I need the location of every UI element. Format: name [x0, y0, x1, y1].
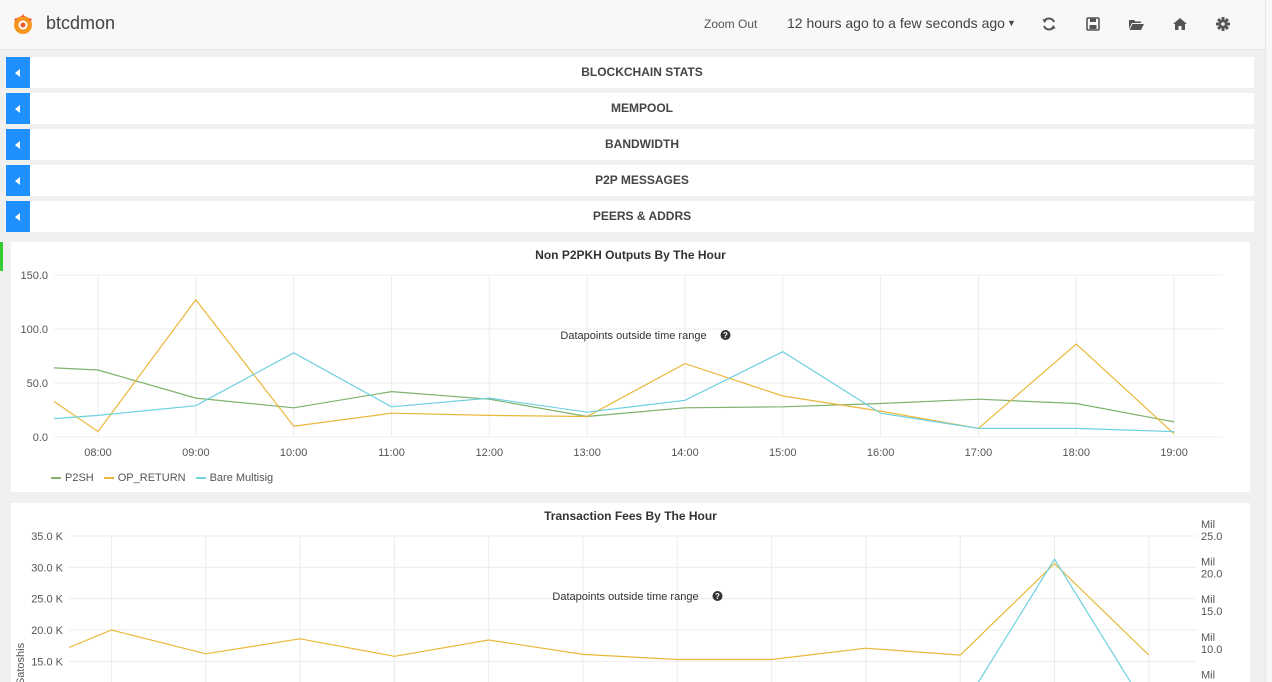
x-tick-label: 10:00 [280, 447, 308, 459]
legend-swatch [103, 477, 114, 479]
row-bandwidth[interactable]: BANDWIDTH [6, 129, 1254, 160]
row-title: MEMPOOL [611, 101, 673, 115]
y-tick-label: 150.0 [20, 270, 48, 282]
help-circle-icon-glyph: ? [715, 592, 720, 601]
gear-icon[interactable] [1214, 15, 1232, 33]
y-tick-label: 35.0 K [31, 531, 63, 543]
series-line-bare-multisig [53, 351, 1175, 433]
row-peers-addrs[interactable]: PEERS & ADDRS [6, 201, 1254, 232]
legend-swatch [195, 477, 206, 479]
row-title: BLOCKCHAIN STATS [581, 65, 703, 79]
legend-label: Bare Multisig [209, 472, 274, 484]
panel-title[interactable]: Transaction Fees By The Hour [544, 509, 717, 523]
series-line-p2sh [53, 367, 1175, 423]
refresh-icon[interactable] [1040, 15, 1058, 33]
caret-down-icon: ▼ [1006, 18, 1016, 28]
x-tick-label: 14:00 [671, 447, 699, 459]
home-icon[interactable] [1171, 15, 1189, 33]
y2-tick-unit: Mil [1201, 519, 1215, 531]
row-drag-marker[interactable] [0, 242, 3, 271]
y-tick-label: 30.0 K [31, 562, 63, 574]
top-navbar: btcdmon Zoom Out 12 hours ago to a few s… [0, 0, 1272, 50]
legend-item-op-return[interactable]: OP_RETURN [103, 472, 186, 484]
x-tick-label: 17:00 [965, 447, 993, 459]
y-tick-label: 50.0 [27, 378, 48, 390]
help-circle-icon [712, 591, 723, 601]
panel-transaction-fees[interactable]: 35.0 K30.0 K25.0 K20.0 K15.0 K10.0 K25.0… [11, 503, 1250, 682]
folder-open-icon[interactable] [1127, 15, 1145, 33]
y2-tick-unit: Mil [1201, 632, 1215, 644]
time-range-picker[interactable]: 12 hours ago to a few seconds ago ▼ [787, 15, 1016, 31]
datapoints-warning: Datapoints outside time range [552, 591, 698, 603]
y-tick-label: 20.0 K [31, 625, 63, 637]
row-expand-toggle[interactable] [6, 93, 30, 124]
y2-tick-value: 10.0 [1201, 644, 1222, 656]
x-tick-label: 13:00 [573, 447, 601, 459]
y-tick-label: 0.0 [33, 432, 48, 444]
y-tick-label: 25.0 K [31, 594, 63, 606]
grafana-logo-icon[interactable] [11, 13, 35, 37]
x-tick-label: 09:00 [182, 447, 210, 459]
row-mempool[interactable]: MEMPOOL [6, 93, 1254, 124]
row-expand-toggle[interactable] [6, 57, 30, 88]
y2-tick-value: 25.0 [1201, 531, 1222, 543]
legend-label: OP_RETURN [117, 472, 186, 484]
help-circle-icon-glyph: ? [723, 331, 728, 340]
y2-tick-value: 20.0 [1201, 569, 1222, 581]
non-p2pkh-chart: 150.0 100.0 50.0 0.0 08:00 09:00 10:00 11:00 12:… [20, 270, 1223, 459]
zoom-out-button[interactable]: Zoom Out [704, 17, 758, 31]
x-tick-label: 12:00 [476, 447, 504, 459]
y-axis-label: Satoshis [15, 642, 27, 682]
series-line-op-return [68, 562, 1150, 661]
legend-item-bare-multisig[interactable]: Bare Multisig [195, 472, 274, 484]
row-title: BANDWIDTH [605, 137, 679, 151]
row-title: P2P MESSAGES [595, 173, 689, 187]
transaction-fees-chart: 35.0 K30.0 K25.0 K20.0 K15.0 K10.0 K25.0… [15, 519, 1222, 682]
y2-tick-value: 15.0 [1201, 606, 1222, 618]
x-tick-label: 16:00 [867, 447, 895, 459]
time-range-label: 12 hours ago to a few seconds ago [787, 15, 1005, 31]
row-p2p-messages[interactable]: P2P MESSAGES [6, 165, 1254, 196]
x-tick-label: 18:00 [1062, 447, 1090, 459]
legend-label: P2SH [65, 472, 94, 484]
legend-item-p2sh[interactable]: P2SH [51, 472, 94, 484]
y2-tick-unit: Mil [1201, 557, 1215, 569]
series-line-bare-multisig [977, 558, 1132, 682]
page-scrollbar[interactable] [1265, 0, 1272, 682]
x-tick-label: 15:00 [769, 447, 797, 459]
row-expand-toggle[interactable] [6, 201, 30, 232]
x-tick-label: 11:00 [378, 447, 405, 459]
x-tick-label: 19:00 [1160, 447, 1188, 459]
y2-tick-unit: Mil [1201, 669, 1215, 681]
panel-non-p2pkh-outputs[interactable]: 150.0 100.0 50.0 0.0 08:00 09:00 10:00 11:00 12:… [11, 242, 1250, 492]
row-expand-toggle[interactable] [6, 129, 30, 160]
save-icon[interactable] [1084, 15, 1102, 33]
row-expand-toggle[interactable] [6, 165, 30, 196]
app-title[interactable]: btcdmon [46, 13, 116, 33]
y-tick-label: 15.0 K [31, 656, 63, 668]
y2-tick-unit: Mil [1201, 594, 1215, 606]
legend-swatch [51, 477, 61, 479]
x-tick-label: 08:00 [84, 447, 112, 459]
y-tick-label: 100.0 [20, 324, 48, 336]
datapoints-warning: Datapoints outside time range [560, 330, 706, 342]
row-blockchain-stats[interactable]: BLOCKCHAIN STATS [6, 57, 1254, 88]
help-circle-icon [720, 330, 731, 340]
chart-legend: P2SH OP_RETURN Bare Multisig [51, 472, 273, 484]
panel-title[interactable]: Non P2PKH Outputs By The Hour [535, 248, 726, 262]
row-title: PEERS & ADDRS [592, 209, 692, 223]
